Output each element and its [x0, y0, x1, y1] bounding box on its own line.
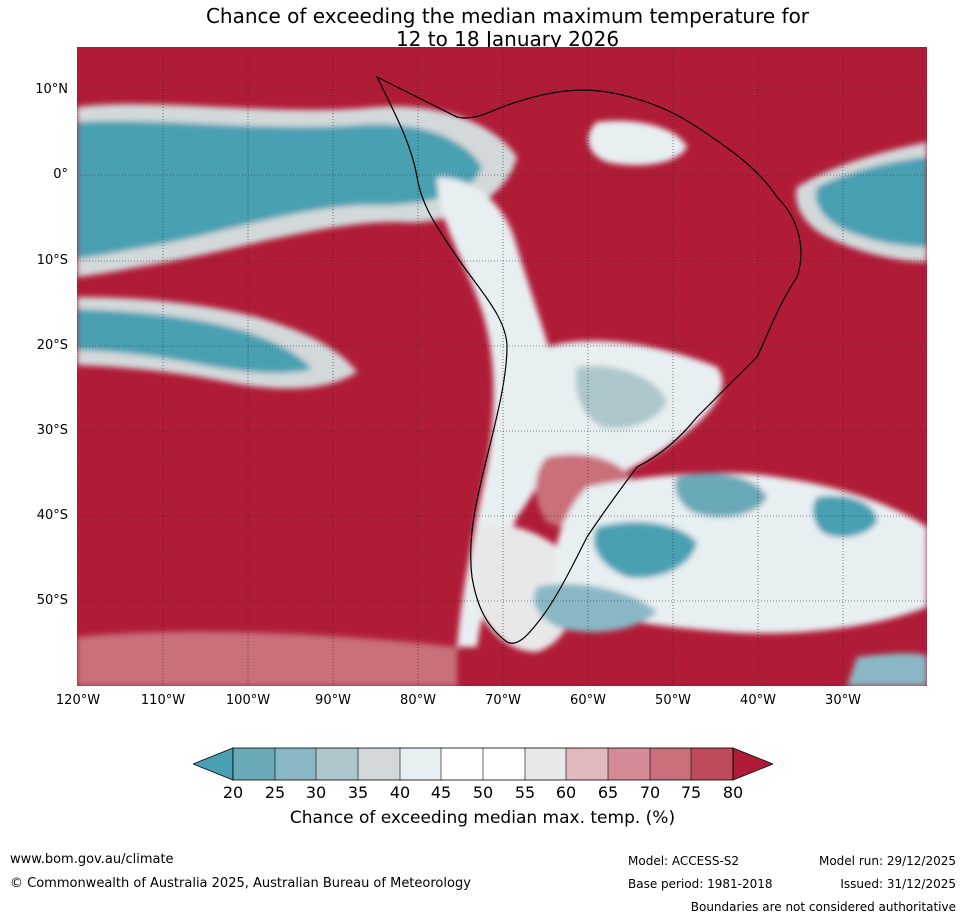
lon-label-70w: 70°W [485, 693, 521, 708]
colorbar-55-60 [525, 748, 566, 780]
lat-label-30s: 30°S [36, 423, 68, 438]
colorbar-tick-70: 70 [639, 783, 661, 802]
colorbar-60-65 [566, 748, 608, 780]
lat-label-10n: 10°N [35, 82, 68, 97]
colorbar-30-35 [316, 748, 358, 780]
map-title-line-2: 12 to 18 January 2026 [395, 27, 620, 51]
colorbar-40-45 [400, 748, 441, 780]
colorbar-tick-40: 40 [389, 783, 411, 802]
lon-label-40w: 40°W [740, 693, 776, 708]
region-south-atlantic-core-4 [533, 583, 657, 632]
lon-label-50w: 50°W [655, 693, 691, 708]
region-caribbean [588, 120, 687, 166]
model-name: Model: ACCESS-S2 [628, 854, 740, 868]
lat-label-50s: 50°S [36, 593, 68, 608]
graticule [77, 47, 927, 686]
region-paraguay-cool [575, 366, 667, 429]
lat-label-40s: 40°S [36, 508, 68, 523]
colorbar [193, 747, 773, 781]
colorbar-tick-80: 80 [722, 783, 744, 802]
region-south-atlantic-core-3 [812, 495, 877, 538]
region-south-atlantic-core-2 [675, 473, 767, 517]
lon-label-120w: 120°W [55, 693, 101, 708]
colorbar-above-80 [732, 747, 773, 781]
south-america-coastline [375, 75, 802, 644]
colorbar-45-50 [441, 748, 483, 780]
colorbar-65-70 [608, 748, 650, 780]
probability-map [77, 47, 927, 686]
colorbar-35-40 [358, 748, 400, 780]
colorbar-tick-35: 35 [347, 783, 369, 802]
lon-label-110w: 110°W [140, 693, 186, 708]
lat-label-equator: 0° [53, 167, 68, 182]
region-south-atlantic-core-1 [593, 522, 697, 578]
lon-label-30w: 30°W [825, 693, 861, 708]
colorbar-tick-25: 25 [264, 783, 286, 802]
website-link[interactable]: www.bom.gov.au/climate [10, 852, 174, 867]
colorbar-tick-45: 45 [430, 783, 452, 802]
colorbar-70-75 [650, 748, 691, 780]
colorbar-tick-20: 20 [222, 783, 244, 802]
issued-date: Issued: 31/12/2025 [840, 877, 956, 891]
colorbar-tick-60: 60 [555, 783, 577, 802]
base-period: Base period: 1981-2018 [628, 877, 773, 891]
lon-label-100w: 100°W [225, 693, 271, 708]
lon-label-90w: 90°W [315, 693, 351, 708]
map-title-line-1: Chance of exceeding the median maximum t… [205, 4, 810, 28]
colorbar-tick-30: 30 [305, 783, 327, 802]
colorbar-tick-75: 75 [680, 783, 702, 802]
region-south-pacific-core [77, 309, 312, 373]
region-far-south-east [847, 653, 927, 686]
region-southeast-pacific-pink [77, 631, 457, 686]
region-eastern-pacific-core [77, 120, 482, 259]
colorbar-50-55 [483, 748, 525, 780]
colorbar-tick-55: 55 [514, 783, 536, 802]
colorbar-25-30 [275, 748, 316, 780]
colorbar-label: Chance of exceeding median max. temp. (%… [289, 808, 676, 828]
colorbar-75-80 [691, 748, 733, 780]
colorbar-20-25 [233, 748, 275, 780]
colorbar-tick-65: 65 [597, 783, 619, 802]
colorbar-tick-50: 50 [472, 783, 494, 802]
lon-label-60w: 60°W [570, 693, 606, 708]
model-run-date: Model run: 29/12/2025 [818, 854, 956, 868]
boundaries-disclaimer: Boundaries are not considered authoritat… [690, 900, 956, 914]
lat-label-20s: 20°S [36, 338, 68, 353]
lon-label-80w: 80°W [400, 693, 436, 708]
lat-label-10s: 10°S [36, 253, 68, 268]
copyright-notice: © Commonwealth of Australia 2025, Austra… [10, 876, 471, 891]
region-atlantic-equatorial-core [815, 157, 927, 247]
colorbar-below-20 [193, 747, 234, 781]
